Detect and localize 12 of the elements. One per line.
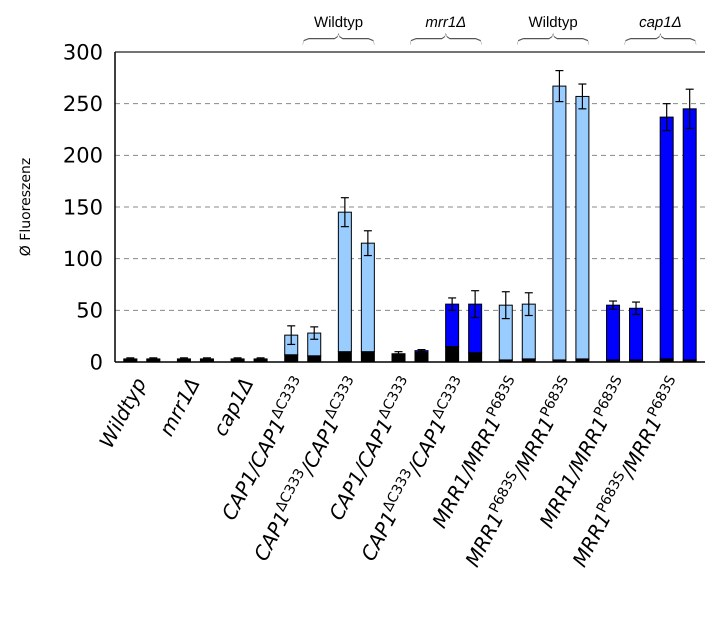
y-tick-label: 150: [62, 195, 103, 220]
text: cap1Δ: [639, 14, 682, 31]
text: mrr1Δ: [425, 14, 466, 31]
y-tick-label: 300: [62, 40, 103, 64]
y-axis-title: Ø Fluoreszenz: [18, 158, 34, 256]
y-tick-label: 200: [62, 144, 103, 168]
y-tick-label: 100: [62, 247, 103, 272]
text: Wildtyp: [314, 14, 364, 31]
y-tick-label: 50: [76, 298, 103, 323]
y-tick-label: 0: [90, 350, 103, 374]
text: Wildtyp: [528, 14, 578, 31]
y-tick-label: 250: [62, 92, 103, 116]
